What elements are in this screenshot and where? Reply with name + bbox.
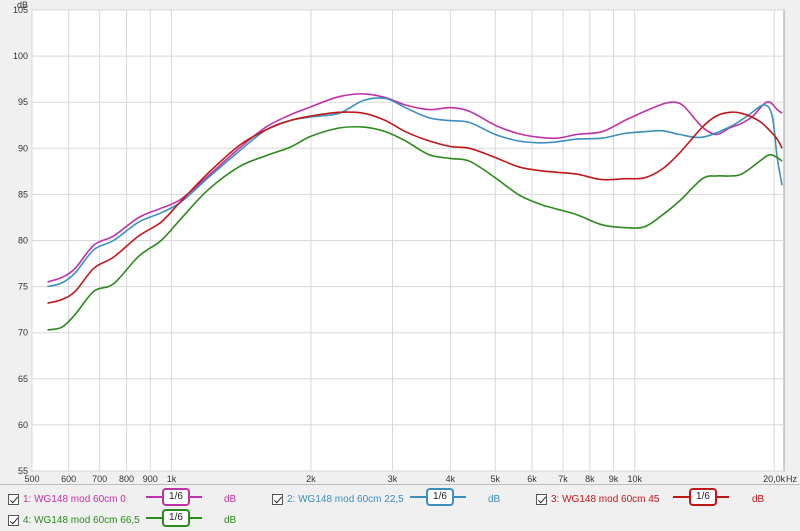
x-tick-label: 7k	[558, 474, 568, 484]
series-3-unit: dB	[752, 494, 765, 505]
x-tick-label: 8k	[585, 474, 595, 484]
series-line-2	[47, 97, 783, 288]
y-tick-label: 70	[18, 328, 28, 338]
x-tick-label: 4k	[446, 474, 456, 484]
series-3-smoothing[interactable]: 1/6	[673, 488, 729, 506]
x-axis-unit: Hz	[786, 474, 797, 484]
y-tick-label: 80	[18, 236, 28, 246]
series-3-label: 3: WG148 mod 60cm 45	[551, 493, 660, 505]
x-tick-label: 800	[119, 474, 134, 484]
series-1-smoothing-value: 1/6	[162, 488, 190, 506]
x-tick-label: 10k	[627, 474, 642, 484]
x-tick-label: 2k	[306, 474, 316, 484]
legend-item-2[interactable]: 2: WG148 mod 60cm 22,5	[272, 489, 404, 509]
series-line-4	[47, 125, 783, 331]
x-tick-label: 5k	[491, 474, 501, 484]
plot-svg: 55 60 65 70 75 80 85 90 95 100 105 500 600 700 800 900 1…	[13, 0, 798, 484]
y-tick-label: 65	[18, 374, 28, 384]
series-3-checkbox[interactable]	[536, 493, 547, 505]
series-4-label: 4: WG148 mod 60cm 66,5	[23, 514, 140, 526]
x-tick-label: 6k	[527, 474, 537, 484]
y-tick-label: 95	[18, 97, 28, 107]
x-tick-label: 3k	[388, 474, 398, 484]
series-4-unit: dB	[224, 515, 237, 526]
series-2-checkbox[interactable]	[272, 493, 283, 505]
y-tick-label: 85	[18, 189, 28, 199]
y-tick-label: 100	[13, 51, 28, 61]
x-tick-label: 500	[24, 474, 39, 484]
legend-item-3[interactable]: 3: WG148 mod 60cm 45	[536, 489, 659, 509]
series-2-unit: dB	[488, 494, 501, 505]
series-line-3	[47, 111, 783, 304]
series-2-smoothing[interactable]: 1/6	[410, 488, 466, 506]
series-2-label: 2: WG148 mod 60cm 22,5	[287, 493, 404, 505]
frequency-response-chart: 55 60 65 70 75 80 85 90 95 100 105 500 600 700 800 900 1…	[13, 0, 798, 484]
legend-panel: 1: WG148 mod 60cm 0 1/6 dB 2: WG148 mod …	[0, 484, 800, 531]
series-1-smoothing[interactable]: 1/6	[146, 488, 202, 506]
y-tick-label: 55	[18, 466, 28, 476]
series-4-smoothing-value: 1/6	[162, 509, 190, 527]
series-line-1	[47, 93, 783, 283]
x-tick-label: 600	[61, 474, 76, 484]
series-3-smoothing-value: 1/6	[689, 488, 717, 506]
series-4-smoothing[interactable]: 1/6	[146, 509, 202, 527]
legend-item-1[interactable]: 1: WG148 mod 60cm 0	[8, 489, 126, 509]
y-axis-label: dB	[17, 0, 28, 10]
x-tick-label: 1k	[167, 474, 177, 484]
series-4-checkbox[interactable]	[8, 514, 19, 526]
series-2-smoothing-value: 1/6	[426, 488, 454, 506]
legend-item-4[interactable]: 4: WG148 mod 60cm 66,5	[8, 510, 140, 530]
x-tick-label: 9k	[609, 474, 619, 484]
series-1-unit: dB	[224, 494, 237, 505]
y-tick-label: 90	[18, 143, 28, 153]
x-tick-label: 900	[143, 474, 158, 484]
y-tick-label: 105	[13, 5, 28, 15]
x-tick-label: 20,0k	[763, 474, 786, 484]
y-tick-label: 75	[18, 282, 28, 292]
x-tick-label: 700	[92, 474, 107, 484]
y-tick-label: 60	[18, 420, 28, 430]
series-1-label: 1: WG148 mod 60cm 0	[23, 493, 126, 505]
series-1-checkbox[interactable]	[8, 493, 19, 505]
